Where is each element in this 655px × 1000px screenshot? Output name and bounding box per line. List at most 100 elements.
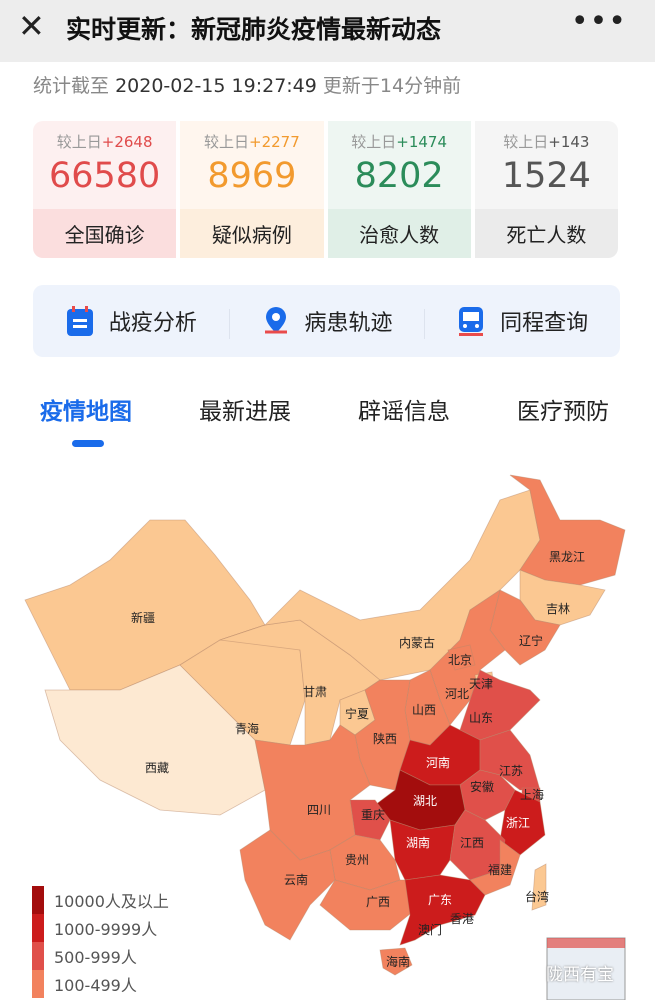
province-hunan[interactable] [389, 819, 456, 881]
stat-label: 死亡人数 [474, 209, 618, 258]
province-label-chongqing: 重庆 [361, 808, 385, 822]
quick-link-label: 同程查询 [500, 311, 589, 336]
province-label-shaanxi: 陕西 [373, 731, 397, 746]
province-label-jilin: 吉林 [546, 602, 570, 616]
province-label-jiangxi: 江西 [460, 836, 484, 850]
province-label-gansu: 甘肃 [303, 685, 327, 699]
watermark: 陇西有宝 [546, 965, 614, 985]
location-pin-icon [264, 307, 287, 334]
province-label-henan: 河南 [426, 755, 450, 770]
province-label-guangdong: 广东 [428, 893, 452, 907]
province-label-neimenggu: 内蒙古 [399, 635, 435, 650]
delta-value: +1474 [396, 133, 447, 151]
stat-value: 1524 [501, 156, 591, 196]
province-label-zhejiang: 浙江 [506, 816, 530, 830]
province-label-taiwan: 台湾 [525, 889, 549, 904]
delta-label: 较上日 [351, 133, 397, 151]
delta-value: +2277 [249, 133, 300, 151]
south-china-sea-inset [546, 937, 626, 1000]
timestamp-updated: 更新于14分钟前 [322, 75, 462, 97]
tab-latest-progress[interactable]: 最新进展 [199, 399, 291, 425]
title-bar: ✕ 实时更新：新冠肺炎疫情最新动态 ••• [0, 0, 655, 62]
train-icon [459, 307, 484, 336]
stat-value: 8202 [354, 156, 444, 196]
stat-deaths: 较上日+143 1524 死亡人数 [474, 121, 618, 258]
province-label-shanxi: 山西 [412, 703, 436, 717]
province-taiwan[interactable] [531, 863, 547, 911]
delta-value: +2648 [101, 133, 153, 151]
province-label-heilongjiang: 黑龙江 [549, 550, 585, 564]
province-label-hainan: 海南 [386, 954, 410, 969]
quick-link-analysis[interactable]: 战疫分析 [33, 305, 229, 337]
province-label-qinghai: 青海 [235, 721, 259, 736]
delta-label: 较上日 [56, 133, 102, 151]
legend-label: 10000人及以上 [54, 892, 169, 911]
tab-epidemic-map[interactable]: 疫情地图 [40, 399, 132, 425]
province-guangdong[interactable] [399, 874, 486, 946]
timestamp-prefix: 统计截至 [33, 75, 110, 97]
province-label-shandong: 山东 [469, 711, 493, 725]
quick-link-trajectory[interactable]: 病患轨迹 [228, 305, 425, 339]
tab-bar: 疫情地图 最新进展 辟谣信息 医疗预防 [0, 390, 655, 430]
stat-label: 全国确诊 [33, 209, 177, 258]
stat-value: 66580 [48, 156, 161, 196]
province-label-yunnan: 云南 [284, 872, 308, 887]
legend-swatch [32, 942, 44, 970]
province-label-aomen: 澳门 [418, 922, 442, 937]
province-heilongjiang[interactable] [509, 474, 626, 586]
stat-suspected: 较上日+2277 8969 疑似病例 [180, 121, 324, 258]
stat-value: 8969 [207, 156, 297, 196]
map-legend: 10000人及以上 1000-9999人 500-999人 100-499人 [32, 886, 169, 998]
legend-label: 100-499人 [54, 976, 137, 995]
province-label-ningxia: 宁夏 [345, 706, 369, 721]
tab-medical-prevention[interactable]: 医疗预防 [517, 399, 609, 425]
legend-swatch [32, 886, 44, 914]
legend-label: 1000-9999人 [54, 920, 158, 939]
legend-label: 500-999人 [54, 948, 137, 967]
province-label-guangxi: 广西 [366, 895, 390, 909]
province-label-liaoning: 辽宁 [519, 633, 543, 648]
province-label-hunan: 湖南 [406, 835, 430, 850]
legend-item: 100-499人 [32, 970, 169, 998]
stat-label: 治愈人数 [327, 209, 471, 258]
legend-swatch [32, 970, 44, 998]
legend-item: 500-999人 [32, 942, 169, 970]
province-shaanxi[interactable] [354, 679, 411, 791]
stat-recovered: 较上日+1474 8202 治愈人数 [327, 121, 471, 258]
stat-label: 疑似病例 [180, 209, 324, 258]
legend-item: 1000-9999人 [32, 914, 169, 942]
tab-rumor-refute[interactable]: 辟谣信息 [358, 399, 450, 425]
province-label-jiangsu: 江苏 [499, 764, 523, 778]
quick-link-label: 战疫分析 [108, 311, 197, 336]
province-label-sichuan: 四川 [307, 803, 331, 817]
province-label-guizhou: 贵州 [345, 853, 369, 867]
province-label-fujian: 福建 [488, 862, 512, 877]
province-beijing[interactable] [447, 644, 476, 671]
legend-swatch [32, 914, 44, 942]
active-tab-indicator [72, 440, 104, 447]
stats-timestamp: 统计截至 2020-02-15 19:27:49 更新于14分钟前 [33, 71, 461, 98]
province-label-anhui: 安徽 [470, 779, 494, 794]
quick-links: 战疫分析 病患轨迹 同程查询 [33, 285, 620, 357]
province-label-xizang: 西藏 [145, 761, 169, 775]
delta-label: 较上日 [503, 133, 549, 151]
legend-item: 10000人及以上 [32, 886, 169, 914]
stats-cards: 较上日+2648 66580 全国确诊 较上日+2277 8969 疑似病例 较… [33, 121, 618, 258]
province-label-xianggang: 香港 [450, 912, 474, 926]
province-label-tianjin: 天津 [469, 677, 493, 691]
province-yunnan[interactable] [239, 829, 336, 941]
province-label-xinjiang: 新疆 [131, 610, 155, 625]
timestamp-datetime: 2020-02-15 19:27:49 [115, 75, 317, 97]
province-label-shanghai: 上海 [520, 787, 544, 802]
quick-link-trip-search[interactable]: 同程查询 [424, 305, 620, 339]
close-icon[interactable]: ✕ [18, 7, 45, 45]
more-dots-icon[interactable]: ••• [570, 4, 627, 39]
delta-label: 较上日 [203, 133, 249, 151]
province-label-beijing: 北京 [448, 653, 472, 667]
quick-link-label: 病患轨迹 [304, 311, 393, 336]
province-hainan[interactable] [379, 947, 413, 976]
calendar-icon [66, 306, 93, 336]
province-label-hebei: 河北 [445, 687, 469, 701]
inset-coast [547, 938, 625, 948]
